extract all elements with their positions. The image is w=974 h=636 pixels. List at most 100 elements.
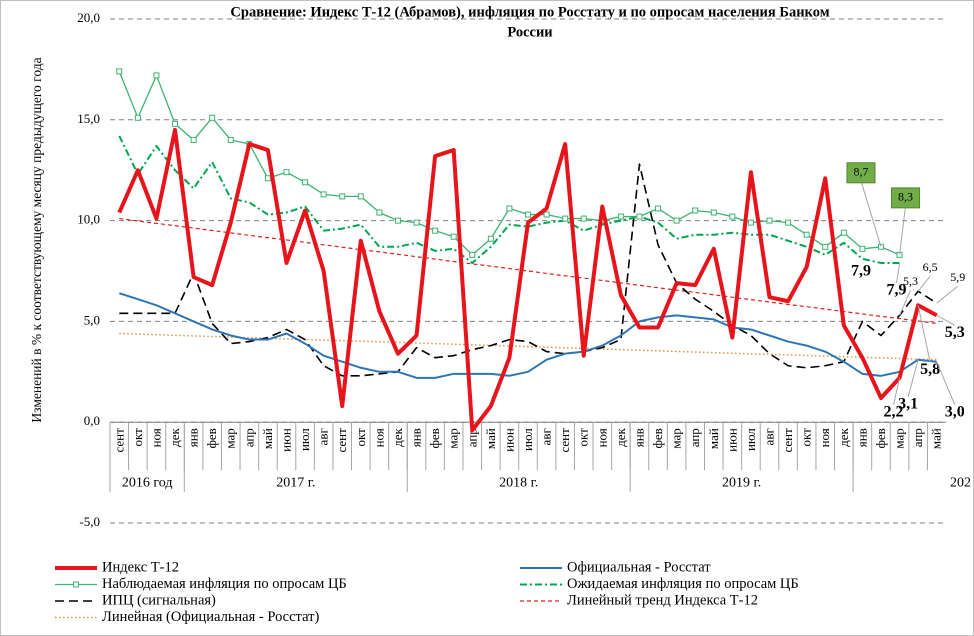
x-tick-label: дек <box>390 428 405 447</box>
x-tick-label: авг <box>539 428 554 445</box>
marker <box>227 136 234 143</box>
marker <box>264 175 271 182</box>
marker <box>859 245 866 252</box>
legend-label: Линейный тренд Индекса Т-12 <box>567 592 758 608</box>
marker <box>803 231 810 238</box>
legend-label: Наблюдаемая инфляция по опросам ЦБ <box>102 576 347 592</box>
x-tick-label: ноя <box>817 428 832 447</box>
leader-line <box>936 361 956 405</box>
marker <box>617 213 624 220</box>
leader-line <box>917 275 931 292</box>
marker <box>747 219 754 226</box>
leader-line <box>860 180 882 247</box>
x-tick-label: апр <box>910 428 925 447</box>
x-tick-label: авг <box>316 428 331 445</box>
marker <box>134 114 141 121</box>
marker <box>525 211 531 218</box>
marker <box>302 179 309 186</box>
series-line <box>117 127 938 433</box>
x-tick-label: янв <box>409 428 424 447</box>
y-tick-label: 15,0 <box>77 111 100 126</box>
x-tick-label: май <box>483 428 498 449</box>
data-label: 7,9 <box>887 282 907 299</box>
x-tick-label: май <box>260 428 275 449</box>
x-tick-label: окт <box>130 428 145 447</box>
leader-line <box>907 359 919 397</box>
series-line <box>119 332 937 361</box>
label-box <box>846 162 876 184</box>
x-tick-label: мар <box>223 428 238 448</box>
legend-marker <box>73 581 79 588</box>
group-label: 2018 г. <box>499 475 538 490</box>
x-tick-label: янв <box>186 428 201 447</box>
data-label: 6,5 <box>923 260 938 274</box>
marker <box>822 243 829 250</box>
x-tick-label: янв <box>854 428 869 447</box>
series-line <box>119 217 937 325</box>
x-tick-label: апр <box>464 428 479 447</box>
marker <box>840 229 847 236</box>
marker <box>710 209 717 216</box>
x-tick-label: ноя <box>371 428 386 447</box>
marker <box>655 205 662 212</box>
x-tick-label: авг <box>761 428 776 445</box>
marker <box>692 207 699 214</box>
marker <box>506 205 513 212</box>
marker <box>543 211 550 218</box>
marker <box>450 233 457 240</box>
legend-label: Индекс Т-12 <box>102 559 179 575</box>
leader-line <box>893 377 901 405</box>
legend-label: ИПЦ (сигнальная) <box>102 592 216 608</box>
legend-label: Официальная - Росстат <box>567 559 711 575</box>
data-label: 3,1 <box>898 395 918 412</box>
marker <box>636 213 643 220</box>
leader-line <box>899 205 907 255</box>
data-label: 8,3 <box>898 190 913 204</box>
x-tick-label: мар <box>446 428 461 448</box>
x-tick-label: июл <box>520 428 535 451</box>
group-label: 2016 год <box>122 475 173 490</box>
marker <box>320 191 327 198</box>
marker <box>729 213 736 220</box>
marker <box>766 217 773 224</box>
leader-line <box>917 305 931 363</box>
x-tick-label: окт <box>353 428 368 447</box>
y-tick-label: -5,0 <box>79 514 100 529</box>
x-tick-label: апр <box>687 428 702 447</box>
x-tick-label: мар <box>669 428 684 448</box>
marker <box>394 217 401 224</box>
legend-label: Ожидаемая инфляция по опросам ЦБ <box>567 576 799 592</box>
series-line <box>118 135 900 264</box>
group-label: 202 <box>950 475 971 490</box>
x-tick-label: фев <box>204 428 219 448</box>
marker <box>562 215 569 222</box>
y-axis-label: Изменений в % к соответствующему месяцу … <box>29 57 44 422</box>
marker <box>673 217 680 224</box>
marker <box>376 209 383 216</box>
data-label: 2,2 <box>884 404 904 421</box>
marker <box>580 215 587 222</box>
x-tick-label: сент <box>557 428 572 453</box>
marker <box>432 227 439 234</box>
marker <box>209 114 216 121</box>
leader-line <box>899 290 912 316</box>
legend-label: Линейная (Официальная - Росстат) <box>102 609 319 625</box>
marker <box>413 219 420 226</box>
y-tick-label: 0,0 <box>84 413 100 428</box>
x-tick-label: май <box>929 428 944 449</box>
x-tick-label: сент <box>780 428 795 453</box>
marker <box>283 169 290 176</box>
data-label: 5,3 <box>945 324 965 341</box>
x-tick-label: сент <box>111 428 126 453</box>
x-tick-label: дек <box>613 428 628 447</box>
marker <box>116 68 123 75</box>
data-label: 5,3 <box>903 274 918 288</box>
label-box <box>891 187 921 209</box>
y-tick-label: 20,0 <box>77 10 100 25</box>
data-label: 5,9 <box>950 270 965 284</box>
x-tick-label: май <box>706 428 721 449</box>
x-tick-label: сент <box>334 428 349 453</box>
leader-line <box>936 314 955 326</box>
marker <box>172 120 179 127</box>
x-tick-label: ноя <box>594 428 609 447</box>
